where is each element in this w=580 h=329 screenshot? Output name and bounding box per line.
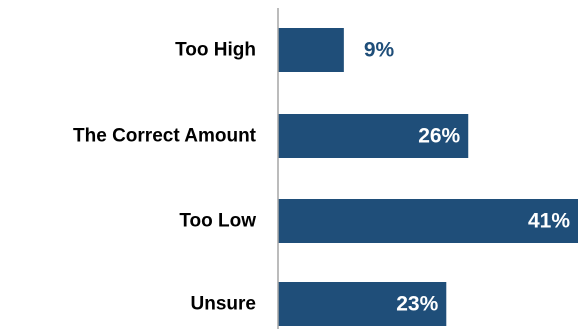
category-label-too-high: Too High bbox=[175, 40, 256, 61]
labels-group: Too High 9% The Correct Amount 26% Too Low 41… bbox=[73, 39, 570, 316]
bar-too-high bbox=[278, 28, 344, 72]
category-label-too-low: Too Low bbox=[179, 211, 256, 232]
category-label-unsure: Unsure bbox=[191, 294, 256, 315]
bars-group bbox=[278, 28, 578, 326]
bar-the-correct-amount bbox=[278, 114, 469, 158]
value-label-too-low: 41% bbox=[528, 210, 570, 233]
value-label-unsure: 23% bbox=[396, 293, 438, 316]
value-label-too-high: 9% bbox=[364, 39, 395, 62]
value-label-the-correct-amount: 26% bbox=[418, 125, 460, 148]
bar-unsure bbox=[278, 282, 447, 326]
bar-too-low bbox=[278, 199, 578, 243]
category-label-the-correct-amount: The Correct Amount bbox=[73, 126, 257, 147]
